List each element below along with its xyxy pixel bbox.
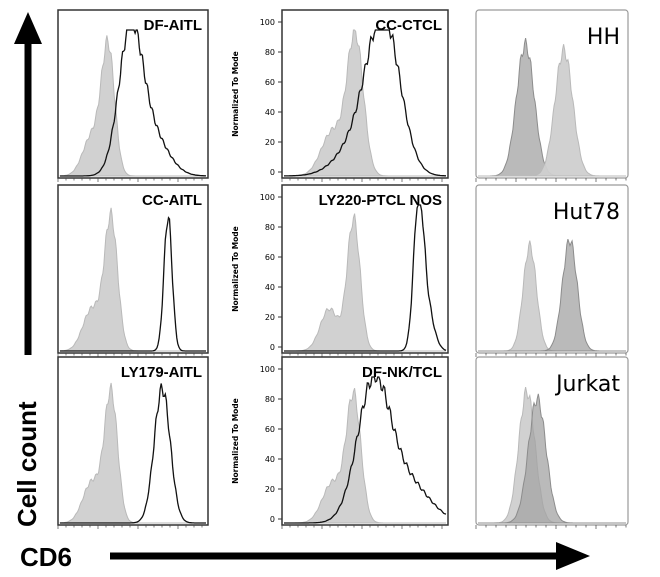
y-tick-label: 0 xyxy=(270,168,275,177)
series-filled-1 xyxy=(478,238,626,352)
panel-title: LY220-PTCL NOS xyxy=(319,192,442,209)
y-axis-title: Normalized To Mode xyxy=(231,398,240,484)
series-filled-0 xyxy=(284,388,446,524)
series-filled-0 xyxy=(284,213,446,352)
panel-frame xyxy=(57,356,209,526)
series-outline-1 xyxy=(284,204,447,352)
panel-title: Jurkat xyxy=(554,372,620,397)
y-tick-label: 40 xyxy=(265,283,275,292)
series-outline-1 xyxy=(284,376,447,524)
panel-1: Normalized To Mode 0 20 40 60 80 100 CC-CTCL xyxy=(231,9,449,182)
panel-grid: DF-AITL Normalized To Mode 0 20 40 60 80 100 CC-… xyxy=(57,9,629,529)
y-tick-label: 0 xyxy=(270,343,275,352)
y-tick-label: 40 xyxy=(265,455,275,464)
y-tick-label: 80 xyxy=(265,395,275,404)
panel-title: CC-CTCL xyxy=(375,17,442,34)
y-tick-label: 100 xyxy=(260,365,275,374)
panel-5: Hut78 xyxy=(475,184,629,357)
series-filled-0 xyxy=(59,35,206,177)
y-tick-label: 20 xyxy=(265,485,275,494)
series-outline-1 xyxy=(60,216,206,352)
x-axis-arrow xyxy=(110,542,590,570)
panel-frame xyxy=(57,184,209,354)
series-filled-0 xyxy=(284,29,446,177)
y-axis-arrow xyxy=(14,12,42,355)
panel-title: HH xyxy=(587,25,620,50)
panel-7: Normalized To Mode 0 20 40 60 80 100 DF-NK/TCL xyxy=(231,356,449,529)
series-outline-1 xyxy=(60,383,206,524)
y-tick-label: 100 xyxy=(260,18,275,27)
series-outline-1 xyxy=(60,29,207,177)
y-tick-label: 80 xyxy=(265,223,275,232)
panel-title: DF-AITL xyxy=(144,17,202,34)
y-tick-label: 20 xyxy=(265,313,275,322)
panel-title: Hut78 xyxy=(553,200,620,225)
y-tick-label: 80 xyxy=(265,48,275,57)
series-filled-1 xyxy=(478,44,626,177)
y-tick-label: 0 xyxy=(270,515,275,524)
panel-title: DF-NK/TCL xyxy=(362,364,442,381)
panel-frame xyxy=(281,184,449,354)
y-axis-label: Cell count xyxy=(12,401,42,527)
panel-frame xyxy=(57,9,209,179)
series-filled-1 xyxy=(478,393,626,524)
y-tick-label: 100 xyxy=(260,193,275,202)
y-axis-title: Normalized To Mode xyxy=(231,226,240,312)
panel-6: LY179-AITL xyxy=(57,356,209,529)
panel-title: LY179-AITL xyxy=(121,364,202,381)
y-tick-label: 60 xyxy=(265,78,275,87)
panel-2: HH xyxy=(475,9,629,182)
panel-3: CC-AITL xyxy=(57,184,209,357)
y-axis-title: Normalized To Mode xyxy=(231,51,240,137)
y-tick-label: 60 xyxy=(265,425,275,434)
panel-title: CC-AITL xyxy=(142,192,202,209)
y-tick-label: 60 xyxy=(265,253,275,262)
panel-frame xyxy=(475,184,629,354)
panel-4: Normalized To Mode 0 20 40 60 80 100 LY220-PTCL… xyxy=(231,184,449,357)
y-tick-label: 40 xyxy=(265,108,275,117)
series-outline-1 xyxy=(284,29,446,177)
y-tick-label: 20 xyxy=(265,138,275,147)
panel-0: DF-AITL xyxy=(57,9,209,182)
panel-8: Jurkat xyxy=(475,356,629,529)
x-axis-label: CD6 xyxy=(20,542,72,572)
